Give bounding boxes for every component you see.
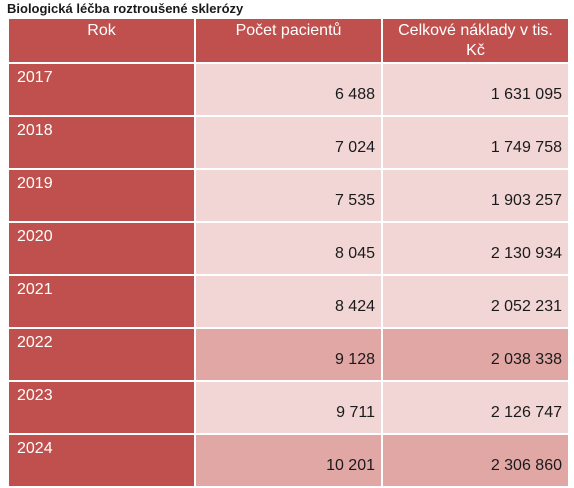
cost-cell: 2 052 231	[381, 274, 570, 329]
table-row: 2022 9 128 2 038 338	[7, 327, 570, 382]
cost-cell: 2 306 860	[381, 433, 570, 488]
column-header-patients: Počet pacientů	[194, 17, 383, 64]
table-row: 2017 6 488 1 631 095	[7, 62, 570, 117]
column-header-year: Rok	[7, 17, 196, 64]
table-row: 2018 7 024 1 749 758	[7, 115, 570, 170]
cost-cell: 2 126 747	[381, 380, 570, 435]
cost-cell: 1 903 257	[381, 168, 570, 223]
data-table: Rok Počet pacientů Celkové náklady v tis…	[7, 17, 570, 488]
table-row: 2023 9 711 2 126 747	[7, 380, 570, 435]
patients-cell: 7 024	[194, 115, 383, 170]
patients-cell: 6 488	[194, 62, 383, 117]
patients-cell: 9 128	[194, 327, 383, 382]
table-row: 2024 10 201 2 306 860	[7, 433, 570, 488]
patients-cell: 8 045	[194, 221, 383, 276]
year-cell: 2020	[7, 221, 196, 276]
table-row: 2019 7 535 1 903 257	[7, 168, 570, 223]
year-cell: 2018	[7, 115, 196, 170]
patients-cell: 8 424	[194, 274, 383, 329]
patients-cell: 7 535	[194, 168, 383, 223]
table-title: Biologická léčba roztroušené sklerózy	[7, 1, 244, 16]
patients-cell: 10 201	[194, 433, 383, 488]
cost-cell: 2 130 934	[381, 221, 570, 276]
table-row: 2020 8 045 2 130 934	[7, 221, 570, 276]
cost-cell: 2 038 338	[381, 327, 570, 382]
year-cell: 2022	[7, 327, 196, 382]
year-cell: 2024	[7, 433, 196, 488]
year-cell: 2017	[7, 62, 196, 117]
patients-cell: 9 711	[194, 380, 383, 435]
header-row: Rok Počet pacientů Celkové náklady v tis…	[7, 17, 570, 64]
year-cell: 2019	[7, 168, 196, 223]
year-cell: 2021	[7, 274, 196, 329]
table-row: 2021 8 424 2 052 231	[7, 274, 570, 329]
cost-cell: 1 631 095	[381, 62, 570, 117]
cost-cell: 1 749 758	[381, 115, 570, 170]
year-cell: 2023	[7, 380, 196, 435]
column-header-cost: Celkové náklady v tis. Kč	[381, 17, 570, 64]
